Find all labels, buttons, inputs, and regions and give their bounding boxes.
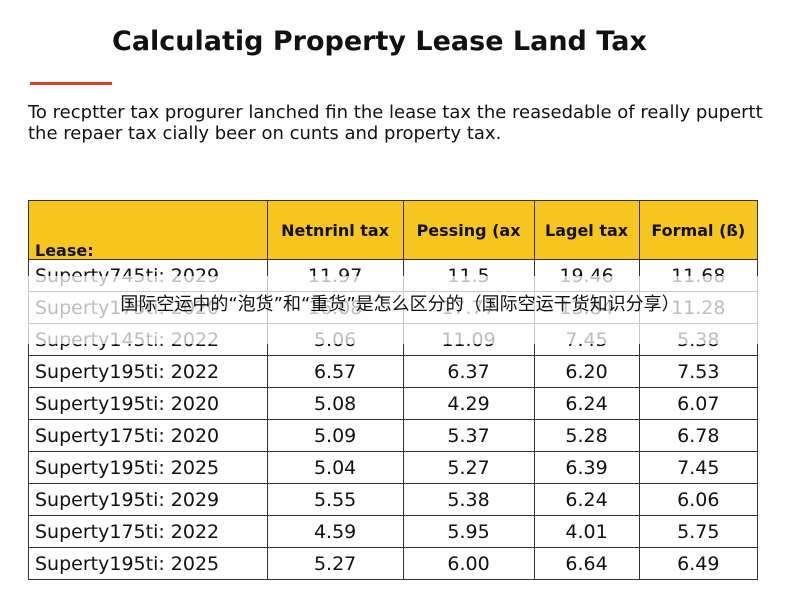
table-cell: 5.55 [266, 483, 404, 516]
table-cell: Superty195ti: 2029 [28, 483, 268, 516]
table-cell: 6.37 [402, 355, 535, 388]
table-cell: 6.00 [402, 547, 535, 580]
table-cell: Superty175ti: 2020 [28, 419, 268, 452]
table-cell: 5.28 [533, 419, 640, 452]
table-cell: 5.09 [266, 419, 404, 452]
table-row: Superty195ti: 2022 6.57 6.37 6.20 7.53 [28, 355, 759, 388]
table-cell: 6.57 [266, 355, 404, 388]
column-header: Netnrinl tax [266, 200, 404, 260]
table-cell: 4.01 [533, 515, 640, 548]
table-cell: 6.39 [533, 451, 640, 484]
table-cell: 6.20 [533, 355, 640, 388]
table-cell: 5.04 [266, 451, 404, 484]
column-header: Pessing (ax [402, 200, 535, 260]
title-rule [30, 82, 112, 85]
column-header: Lease: [28, 200, 268, 260]
table-cell: 6.07 [638, 387, 759, 420]
table-cell: Superty195ti: 2025 [28, 451, 268, 484]
table-row: Superty195ti: 2029 5.55 5.38 6.24 6.06 [28, 483, 759, 516]
table-cell: 6.24 [533, 387, 640, 420]
table-cell: 5.37 [402, 419, 535, 452]
table-cell: 5.38 [402, 483, 535, 516]
table-cell: 6.49 [638, 547, 759, 580]
table-cell: 4.29 [402, 387, 535, 420]
title: Calculatig Property Lease Land Tax [112, 26, 647, 57]
table-cell: 6.06 [638, 483, 759, 516]
table-row: Superty195ti: 2025 5.27 6.00 6.64 6.49 [28, 547, 759, 580]
table-cell: Superty175ti: 2022 [28, 515, 268, 548]
table-cell: 6.64 [533, 547, 640, 580]
table-row: Superty175ti: 2022 4.59 5.95 4.01 5.75 [28, 515, 759, 548]
table-cell: Superty195ti: 2020 [28, 387, 268, 420]
table-row: Superty195ti: 2025 5.04 5.27 6.39 7.45 [28, 451, 759, 484]
table-cell: 5.27 [266, 547, 404, 580]
tax-table: Lease: Netnrinl tax Pessing (ax Lagel tax Fo… [28, 200, 759, 580]
table-cell: 4.59 [266, 515, 404, 548]
table-cell: 7.45 [638, 451, 759, 484]
table-row: Superty195ti: 2020 5.08 4.29 6.24 6.07 [28, 387, 759, 420]
table-cell: 7.53 [638, 355, 759, 388]
table-cell: 5.95 [402, 515, 535, 548]
table-cell: Superty195ti: 2022 [28, 355, 268, 388]
table-cell: 6.78 [638, 419, 759, 452]
table-row: Superty175ti: 2020 5.09 5.37 5.28 6.78 [28, 419, 759, 452]
table-cell: 5.27 [402, 451, 535, 484]
table-cell: Superty195ti: 2025 [28, 547, 268, 580]
overlay-band [0, 276, 800, 344]
column-header: Formal (ß) [638, 200, 759, 260]
header-row: Lease: Netnrinl tax Pessing (ax Lagel tax Fo… [28, 200, 759, 260]
table-cell: 5.75 [638, 515, 759, 548]
overlay-text: 国际空运中的“泡货”和“重货”是怎么区分的（国际空运干货知识分享） [120, 294, 680, 315]
table-cell: 6.24 [533, 483, 640, 516]
table-cell: 5.08 [266, 387, 404, 420]
description: To recptter tax progurer lanched fin the… [28, 102, 763, 144]
column-header: Lagel tax [533, 200, 640, 260]
